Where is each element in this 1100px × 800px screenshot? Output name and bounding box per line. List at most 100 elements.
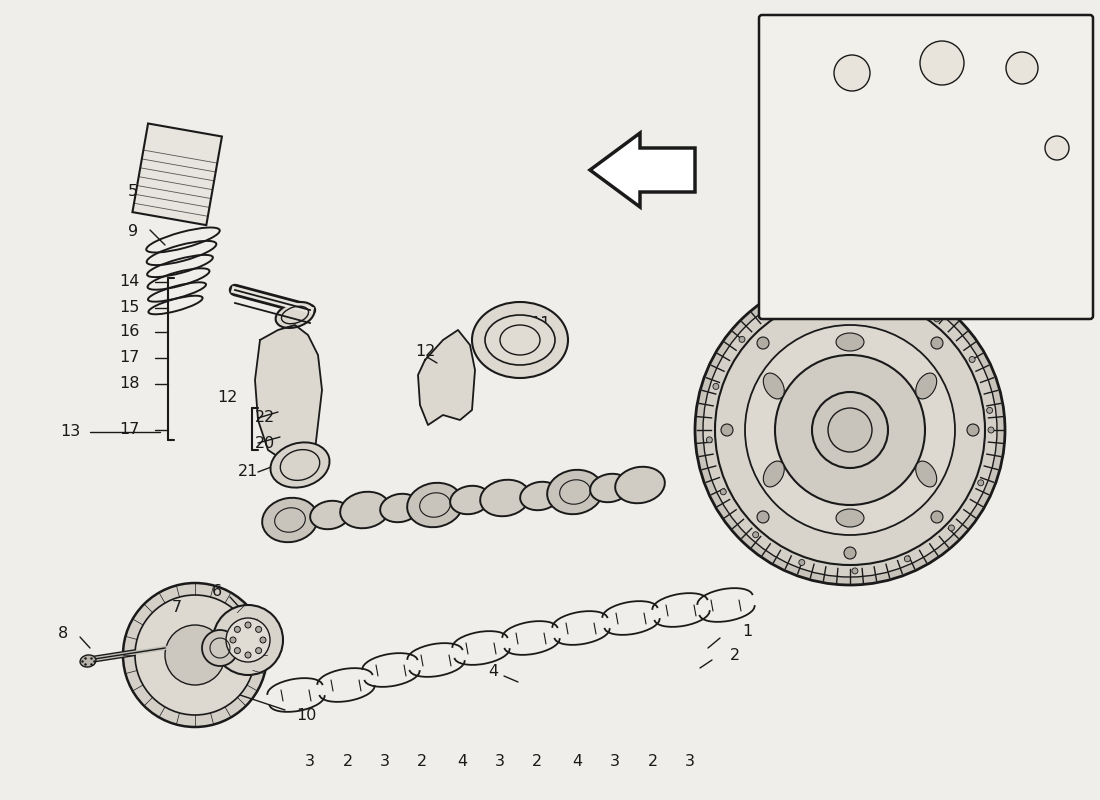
Text: 17: 17 [120,350,140,366]
Ellipse shape [485,315,556,365]
Ellipse shape [481,480,530,516]
Text: 9: 9 [128,225,139,239]
Ellipse shape [123,583,267,727]
Text: 14: 14 [120,274,140,290]
Text: 11: 11 [530,315,550,330]
Text: 3: 3 [685,754,695,770]
Ellipse shape [752,532,759,538]
Ellipse shape [915,461,937,487]
Text: 2: 2 [730,647,740,662]
Ellipse shape [757,337,769,349]
Text: 2: 2 [343,754,353,770]
Text: 20: 20 [255,435,275,450]
Text: 4: 4 [456,754,468,770]
Ellipse shape [547,470,603,514]
Ellipse shape [260,637,266,643]
Text: 2: 2 [532,754,542,770]
Ellipse shape [715,295,984,565]
Ellipse shape [245,652,251,658]
Text: 24: 24 [938,289,956,303]
Ellipse shape [135,595,255,715]
Ellipse shape [763,373,784,399]
Ellipse shape [834,55,870,91]
Text: 22: 22 [255,410,275,426]
Ellipse shape [988,427,994,433]
Ellipse shape [978,480,983,486]
Text: 6: 6 [212,585,222,599]
Text: 5: 5 [128,185,139,199]
Ellipse shape [450,486,490,514]
Ellipse shape [836,333,864,351]
Ellipse shape [234,626,241,632]
Ellipse shape [781,302,786,309]
Text: 13: 13 [60,425,80,439]
Text: 21: 21 [238,465,258,479]
Ellipse shape [262,498,318,542]
Ellipse shape [934,316,939,322]
Ellipse shape [706,437,713,443]
Ellipse shape [915,373,937,399]
Text: 1: 1 [742,625,752,639]
Text: 2: 2 [648,754,658,770]
Text: 8: 8 [58,626,68,641]
Ellipse shape [255,648,262,654]
Ellipse shape [271,442,330,488]
Ellipse shape [799,559,805,566]
Ellipse shape [833,286,838,293]
Ellipse shape [836,509,864,527]
Text: 3: 3 [495,754,505,770]
Ellipse shape [230,637,236,643]
Ellipse shape [226,618,270,662]
Ellipse shape [844,547,856,559]
Ellipse shape [931,511,943,523]
Text: 25: 25 [873,289,891,303]
Ellipse shape [948,525,955,531]
Text: 18: 18 [120,377,140,391]
Ellipse shape [967,424,979,436]
Ellipse shape [472,302,568,378]
Ellipse shape [520,482,560,510]
Ellipse shape [407,482,463,527]
Text: 3: 3 [379,754,390,770]
Text: 17: 17 [120,422,140,438]
Ellipse shape [615,466,664,503]
Polygon shape [418,330,475,425]
Ellipse shape [695,275,1005,585]
Ellipse shape [1006,52,1038,84]
FancyBboxPatch shape [759,15,1093,319]
Text: 7: 7 [172,601,183,615]
Ellipse shape [851,568,858,574]
Ellipse shape [886,291,892,298]
Ellipse shape [969,357,975,362]
Ellipse shape [255,626,262,632]
Ellipse shape [987,407,992,414]
Ellipse shape [165,625,226,685]
Polygon shape [132,123,222,225]
Ellipse shape [931,337,943,349]
Ellipse shape [202,630,238,666]
Ellipse shape [720,424,733,436]
Ellipse shape [920,41,964,85]
Polygon shape [255,325,322,470]
Ellipse shape [713,383,719,390]
Text: 4: 4 [572,754,582,770]
Ellipse shape [381,494,420,522]
Ellipse shape [904,556,911,562]
Text: 12: 12 [218,390,238,406]
Ellipse shape [703,283,997,577]
Ellipse shape [276,302,315,328]
Ellipse shape [739,336,745,342]
Text: 10: 10 [296,707,317,722]
Ellipse shape [234,648,241,654]
Text: 3: 3 [305,754,315,770]
Text: 12: 12 [415,345,436,359]
Ellipse shape [1045,136,1069,160]
Ellipse shape [213,605,283,675]
Polygon shape [590,133,695,207]
Ellipse shape [844,301,856,313]
Text: 16: 16 [120,325,140,339]
Ellipse shape [340,492,389,528]
Ellipse shape [763,461,784,487]
Ellipse shape [776,355,925,505]
Ellipse shape [828,408,872,452]
